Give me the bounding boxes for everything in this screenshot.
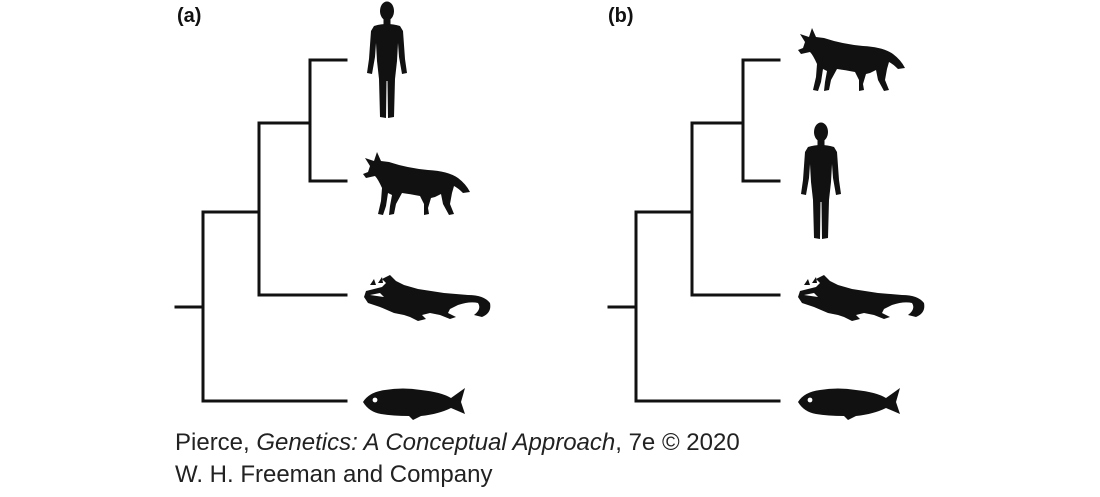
crocodile-icon xyxy=(364,275,491,321)
fish-icon xyxy=(798,388,900,420)
fish-icon xyxy=(363,388,465,420)
credit-publisher: W. H. Freeman and Company xyxy=(175,461,493,488)
wolf-icon xyxy=(798,28,905,91)
human-icon xyxy=(367,1,407,118)
crocodile-icon xyxy=(798,275,925,321)
credit-line-1: Pierce, Genetics: A Conceptual Approach,… xyxy=(175,427,740,459)
panel-b-label: (b) xyxy=(608,5,634,27)
figure-credit: Pierce, Genetics: A Conceptual Approach,… xyxy=(175,427,740,491)
credit-book-title: Genetics: A Conceptual Approach xyxy=(256,429,616,456)
tree-a xyxy=(174,58,348,403)
panel-a: (a) xyxy=(174,1,491,420)
credit-edition: , 7e © 2020 xyxy=(615,429,740,456)
credit-author: Pierce, xyxy=(175,429,257,456)
panel-a-label: (a) xyxy=(177,5,201,27)
human-icon xyxy=(801,122,841,239)
panel-b: (b) xyxy=(607,5,925,420)
wolf-icon xyxy=(363,152,470,215)
tree-b xyxy=(607,58,781,403)
